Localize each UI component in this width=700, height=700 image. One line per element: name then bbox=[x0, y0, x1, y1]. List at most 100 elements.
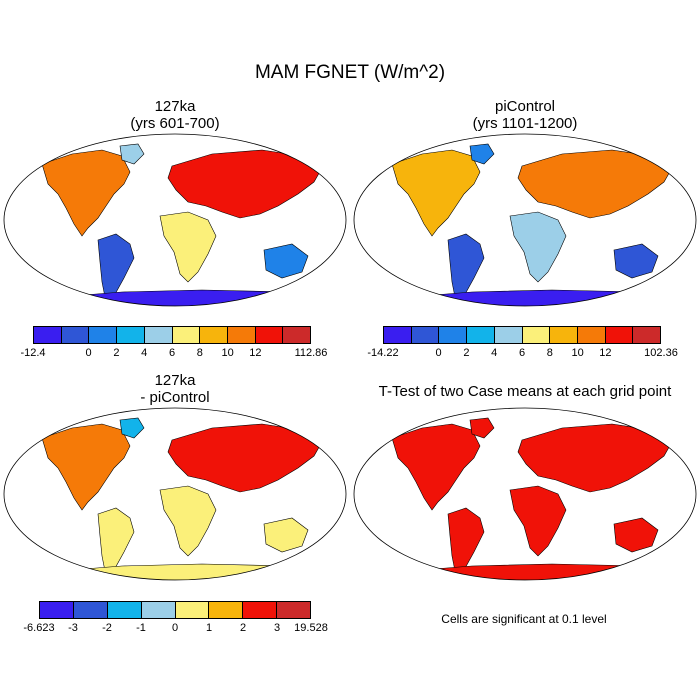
panel-title-ttest: T-Test of two Case means at each grid po… bbox=[345, 383, 700, 400]
colorbar-swatch bbox=[550, 327, 578, 343]
colorbar-swatch bbox=[411, 327, 440, 343]
significance-note: Cells are significant at 0.1 level bbox=[441, 612, 607, 626]
colorbar-swatch bbox=[439, 327, 468, 343]
colorbar-tick-label: 2 bbox=[113, 347, 120, 359]
landmass-af bbox=[509, 485, 567, 557]
panel-title-line2: (yrs 601-700) bbox=[130, 115, 220, 132]
map-picontrol bbox=[353, 133, 697, 307]
panel-title-line2: - piControl bbox=[140, 389, 210, 406]
panel-title-line2: (yrs 1101-1200) bbox=[472, 115, 578, 132]
colorbar-swatch bbox=[227, 327, 256, 343]
colorbar-tick-label: 19.528 bbox=[294, 622, 328, 634]
landmass-na bbox=[391, 149, 481, 237]
colorbar-tick-label: 1 bbox=[205, 622, 213, 634]
colorbar-swatch bbox=[61, 327, 90, 343]
colorbar-swatch bbox=[73, 602, 108, 618]
colorbar-swatch bbox=[34, 327, 62, 343]
colorbar-tick-label: 112.86 bbox=[294, 347, 328, 359]
landmass-sa bbox=[97, 507, 135, 577]
landmass-sa bbox=[447, 233, 485, 303]
colorbar-tick-label: -14.22 bbox=[367, 347, 399, 359]
landmass-sa bbox=[97, 233, 135, 303]
colorbar-tick-label: 102.36 bbox=[644, 347, 678, 359]
colorbar-tick-label: 12 bbox=[249, 347, 262, 359]
colorbar-swatch bbox=[283, 327, 311, 343]
panel-title-line1: piControl bbox=[494, 98, 556, 115]
colorbar-tick-label: 8 bbox=[546, 347, 553, 359]
landmass-sa bbox=[447, 507, 485, 577]
landmass-gl bbox=[469, 143, 495, 165]
world-map bbox=[353, 407, 697, 581]
colorbar-tick-label: 8 bbox=[196, 347, 203, 359]
colorbar-swatch bbox=[175, 602, 210, 618]
landmass-gl bbox=[469, 417, 495, 439]
landmass-gl bbox=[119, 417, 145, 439]
colorbar-swatch bbox=[107, 602, 142, 618]
panel-title-difference: 127ka - piControl bbox=[25, 372, 325, 406]
landmass-af bbox=[509, 211, 567, 283]
landmass-eu bbox=[167, 423, 323, 493]
landmass-af bbox=[159, 485, 217, 557]
colorbar-swatch bbox=[605, 327, 634, 343]
colorbar-swatch bbox=[243, 602, 278, 618]
map-border bbox=[353, 407, 697, 581]
landmass-an bbox=[44, 563, 319, 580]
colorbar-swatch bbox=[494, 327, 523, 343]
map-127ka bbox=[3, 133, 347, 307]
landmass-au bbox=[263, 243, 309, 279]
landmass-an bbox=[394, 289, 669, 306]
colorbar-swatch bbox=[384, 327, 412, 343]
colorbar-tick-label: 10 bbox=[221, 347, 234, 359]
colorbar-tick-label: 0 bbox=[85, 347, 92, 359]
world-map bbox=[353, 133, 697, 307]
colorbar-difference bbox=[39, 601, 311, 619]
colorbar-swatch bbox=[467, 327, 495, 343]
landmass-an bbox=[394, 563, 669, 580]
landmass-gl bbox=[119, 143, 145, 165]
colorbar-tick-label: -2 bbox=[102, 622, 112, 634]
panel-title-picontrol: piControl (yrs 1101-1200) bbox=[375, 98, 675, 132]
colorbar-swatch bbox=[633, 327, 661, 343]
landmass-au bbox=[263, 517, 309, 553]
landmass-na bbox=[391, 423, 481, 511]
map-difference bbox=[3, 407, 347, 581]
colorbar-tick-label: 2 bbox=[463, 347, 470, 359]
colorbar-swatch bbox=[577, 327, 606, 343]
world-map bbox=[3, 133, 347, 307]
colorbar-picontrol bbox=[383, 326, 661, 344]
colorbar-swatch bbox=[172, 327, 201, 343]
colorbar-swatch bbox=[89, 327, 118, 343]
colorbar-127ka bbox=[33, 326, 311, 344]
colorbar-swatch bbox=[522, 327, 551, 343]
colorbar-tick-label: 4 bbox=[491, 347, 498, 359]
colorbar-tick-label: -12.4 bbox=[20, 347, 46, 359]
map-border bbox=[3, 133, 347, 307]
colorbar-tick-label: -1 bbox=[136, 622, 146, 634]
colorbar-swatch bbox=[141, 602, 176, 618]
colorbar-tick-label: 12 bbox=[599, 347, 612, 359]
map-border bbox=[3, 407, 347, 581]
landmass-na bbox=[41, 423, 131, 511]
colorbar-tick-label: 6 bbox=[518, 347, 526, 359]
landmass-eu bbox=[517, 149, 673, 219]
panel-title-line1: 127ka bbox=[154, 372, 196, 389]
map-ttest bbox=[353, 407, 697, 581]
colorbar-tick-label: 3 bbox=[273, 622, 281, 634]
colorbar-swatch bbox=[255, 327, 284, 343]
colorbar-swatch bbox=[117, 327, 145, 343]
colorbar-tick-label: 6 bbox=[168, 347, 176, 359]
landmass-au bbox=[613, 243, 659, 279]
colorbar-tick-label: 10 bbox=[571, 347, 584, 359]
landmass-eu bbox=[167, 149, 323, 219]
landmass-na bbox=[41, 149, 131, 237]
colorbar-tick-label: 0 bbox=[171, 622, 179, 634]
colorbar-tick-label: -6.623 bbox=[23, 622, 55, 634]
landmass-eu bbox=[517, 423, 673, 493]
landmass-au bbox=[613, 517, 659, 553]
landmass-an bbox=[44, 289, 319, 306]
colorbar-swatch bbox=[40, 602, 74, 618]
colorbar-tick-label: 4 bbox=[141, 347, 148, 359]
colorbar-swatch bbox=[209, 602, 244, 618]
colorbar-swatch bbox=[277, 602, 310, 618]
world-map bbox=[3, 407, 347, 581]
